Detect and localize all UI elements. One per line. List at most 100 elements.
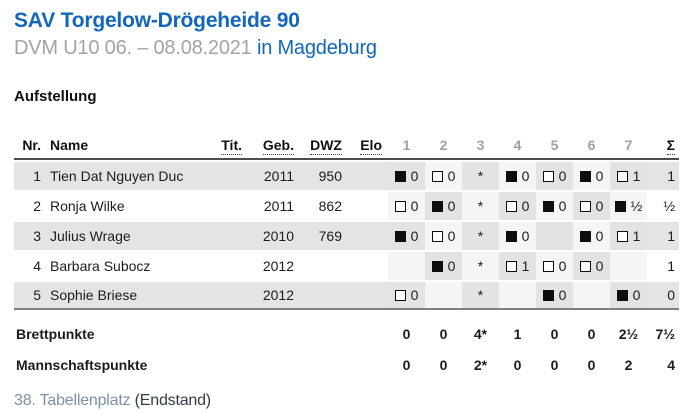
col-header-name: Name xyxy=(48,132,214,161)
round-header-4: 4 xyxy=(499,132,536,161)
player-dwz-rating xyxy=(300,252,348,281)
round-result-cell: 0 xyxy=(610,282,647,311)
section-title: Aufstellung xyxy=(14,88,97,106)
white-square-icon xyxy=(394,290,406,302)
event-location: in Magdeburg xyxy=(256,37,377,60)
points-row: Mannschaftspunkte 0 0 2* 0 0 0 2 4 xyxy=(14,350,679,379)
points-value: 0 xyxy=(587,356,596,373)
round-result-cell: 0 xyxy=(499,162,536,191)
round-result-cell: 0 xyxy=(388,162,425,191)
player-elo-rating xyxy=(348,192,388,221)
col-header-nr: Nr. xyxy=(14,132,48,161)
round-result-cell: 0 xyxy=(573,222,610,251)
white-square-icon xyxy=(616,231,628,243)
black-square-icon xyxy=(505,171,517,183)
black-square-icon xyxy=(614,201,626,213)
player-dwz-rating: 862 xyxy=(300,192,348,221)
white-square-icon xyxy=(542,171,554,183)
round-result-cell: 1 xyxy=(499,252,536,281)
player-elo-rating xyxy=(348,282,388,311)
round-header-7: 7 xyxy=(610,132,647,161)
round-score: 0 xyxy=(447,228,456,245)
white-square-icon xyxy=(579,201,591,213)
white-square-icon xyxy=(616,171,628,183)
white-square-icon xyxy=(394,201,406,213)
points-sum: 4 xyxy=(667,356,675,373)
points-value: 2½ xyxy=(618,325,639,342)
round-score: 0 xyxy=(595,228,604,245)
round-result-cell xyxy=(388,252,425,281)
standing-note: 38. Tabellenplatz (Endstand) xyxy=(14,392,679,410)
white-square-icon xyxy=(431,231,443,243)
points-value: 2 xyxy=(624,356,633,373)
player-sum: 1 xyxy=(647,252,679,281)
round-result-cell: 1 xyxy=(610,222,647,251)
round-score: 0 xyxy=(595,198,604,215)
col-header-sum: Σ xyxy=(647,132,679,161)
round-result-cell: 0 xyxy=(388,282,425,311)
round-result-cell: * xyxy=(462,192,499,221)
round-result-cell: 0 xyxy=(425,162,462,191)
white-square-icon xyxy=(542,261,554,273)
round-score: * xyxy=(477,168,484,185)
player-birth-year: 2010 xyxy=(248,222,300,251)
points-value: 0 xyxy=(550,356,559,373)
player-row: 1 Tien Dat Nguyen Duc 2011 950 0 0 * 0 0 0 1 1 xyxy=(14,162,679,191)
player-name: Ronja Wilke xyxy=(48,192,214,221)
black-square-icon xyxy=(579,171,591,183)
col-header-elo: Elo xyxy=(348,132,388,161)
round-result-cell: 0 xyxy=(573,252,610,281)
round-score: 1 xyxy=(521,258,530,275)
round-result-cell: 0 xyxy=(425,192,462,221)
round-score: 0 xyxy=(410,198,419,215)
round-result-cell xyxy=(425,282,462,311)
round-score: 0 xyxy=(410,168,419,185)
points-value: 4* xyxy=(473,325,488,342)
points-value: 0 xyxy=(402,325,411,342)
round-score: 0 xyxy=(410,287,419,304)
round-score: ½ xyxy=(630,198,643,215)
round-result-cell: 0 xyxy=(573,162,610,191)
round-score: 0 xyxy=(558,258,567,275)
points-value: 0 xyxy=(439,325,448,342)
points-value: 2* xyxy=(473,356,488,373)
player-nr: 5 xyxy=(14,282,48,311)
player-row: 5 Sophie Briese 2012 0 * 0 0 0 xyxy=(14,282,679,311)
round-score: * xyxy=(477,228,484,245)
round-score: * xyxy=(477,198,484,215)
black-square-icon xyxy=(431,201,443,213)
white-square-icon xyxy=(431,171,443,183)
round-score: 0 xyxy=(632,287,641,304)
points-value: 0 xyxy=(439,356,448,373)
table-header-row: Nr. Name Tit. Geb. DWZ Elo 1 2 3 4 5 6 7… xyxy=(14,132,679,161)
round-header-5: 5 xyxy=(536,132,573,161)
round-header-2: 2 xyxy=(425,132,462,161)
round-score: 0 xyxy=(447,198,456,215)
round-score: * xyxy=(477,287,484,304)
round-score: 0 xyxy=(558,168,567,185)
white-square-icon xyxy=(505,261,517,273)
table-rank-link[interactable]: 38. Tabellenplatz xyxy=(14,392,131,410)
points-label: Mannschaftspunkte xyxy=(16,356,148,373)
event-subtitle: DVM U10 06. – 08.08.2021 in Magdeburg xyxy=(14,36,679,60)
round-result-cell: 0 xyxy=(536,282,573,311)
player-birth-year: 2011 xyxy=(248,162,300,191)
round-header-1: 1 xyxy=(388,132,425,161)
round-score: 0 xyxy=(521,228,530,245)
black-square-icon xyxy=(394,231,406,243)
col-header-tit: Tit. xyxy=(214,132,248,161)
player-row: 3 Julius Wrage 2010 769 0 0 * 0 0 1 1 xyxy=(14,222,679,251)
round-result-cell: 0 xyxy=(573,192,610,221)
round-result-cell: * xyxy=(462,282,499,311)
player-birth-year: 2012 xyxy=(248,252,300,281)
player-title xyxy=(214,162,248,191)
round-score: 0 xyxy=(447,258,456,275)
player-dwz-rating xyxy=(300,282,348,311)
page-title: SAV Torgelow-Drögeheide 90 xyxy=(14,9,300,32)
player-title xyxy=(214,282,248,311)
round-score: 0 xyxy=(521,198,530,215)
round-result-cell: 0 xyxy=(388,192,425,221)
player-birth-year: 2011 xyxy=(248,192,300,221)
player-sum: 0 xyxy=(647,282,679,311)
round-score: 0 xyxy=(595,258,604,275)
